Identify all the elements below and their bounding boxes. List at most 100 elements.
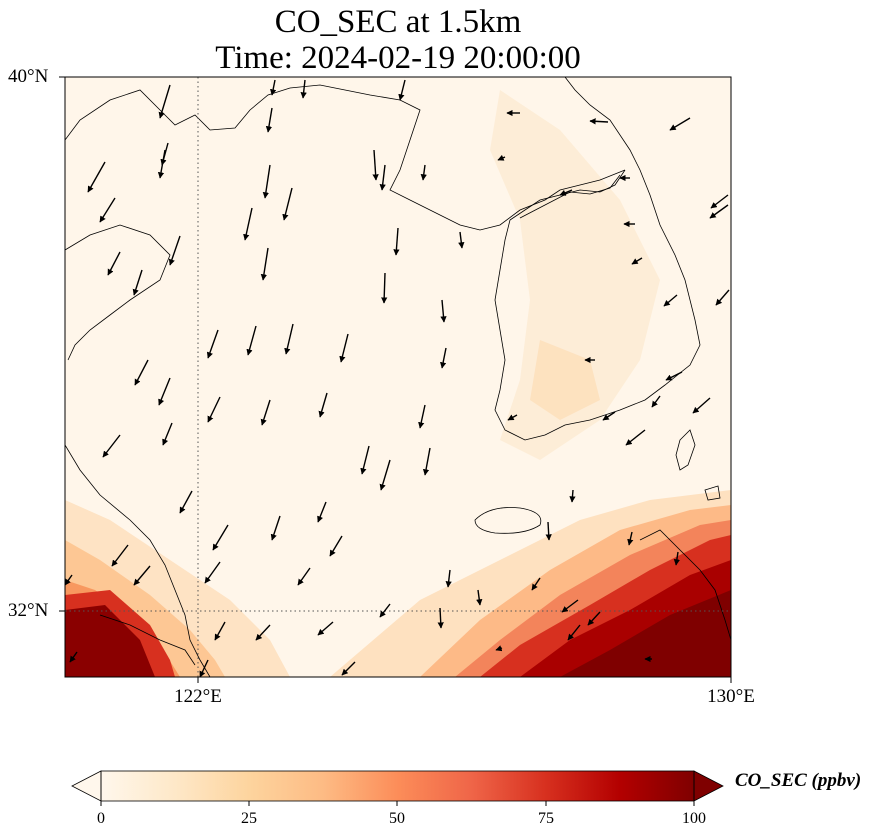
wind-arrow <box>381 272 388 304</box>
wind-arrow <box>132 269 143 296</box>
wind-arrow <box>440 347 447 369</box>
colorbar-tick-25: 25 <box>241 810 257 827</box>
wind-arrow <box>422 447 431 476</box>
wind-arrow <box>282 187 293 221</box>
wind-arrow <box>587 611 601 626</box>
wind-arrow <box>204 561 221 584</box>
wind-arrow <box>158 84 171 119</box>
wind-arrow <box>300 79 307 99</box>
colorbar-tick-0: 0 <box>97 810 105 827</box>
lon-label-122: 122°E <box>174 686 222 707</box>
wind-arrow <box>651 395 661 408</box>
wind-arrow <box>260 399 271 426</box>
wind-arrow <box>418 404 426 429</box>
wind-arrow <box>133 565 151 586</box>
colorbar-tick-50: 50 <box>389 810 405 827</box>
wind-arrow <box>398 79 406 101</box>
colorbar <box>71 770 724 806</box>
colorbar-tick-75: 75 <box>538 810 554 827</box>
wind-arrow <box>317 621 334 636</box>
wind-arrow <box>329 535 343 557</box>
wind-arrow <box>545 521 552 541</box>
wind-arrow <box>87 161 106 193</box>
wind-arrow <box>379 459 391 491</box>
wind-arrow <box>158 377 171 406</box>
map-subtitle-time: Time: 2024-02-19 20:00:00 <box>215 40 581 76</box>
wind-arrow <box>157 149 166 179</box>
wind-arrow <box>111 544 129 567</box>
wind-arrow <box>627 531 634 546</box>
wind-arrow <box>265 107 273 133</box>
wind-arrow <box>207 396 221 423</box>
wind-arrow <box>199 659 209 677</box>
wind-arrow <box>260 247 269 281</box>
wind-arrow <box>559 189 573 196</box>
wind-arrow <box>270 515 281 541</box>
wind-arrow <box>270 79 277 96</box>
wind-arrow <box>710 194 729 209</box>
lat-label-32: 32°N <box>8 600 49 621</box>
coastlines <box>65 77 731 677</box>
wind-arrow <box>673 551 680 566</box>
wind-arrow <box>102 434 121 458</box>
wind-arrow <box>437 607 444 629</box>
wind-arrow <box>602 411 616 421</box>
wind-arrow <box>318 392 328 418</box>
wind-arrow <box>495 645 503 652</box>
wind-arrow <box>206 329 219 359</box>
wind-arrow <box>531 577 541 591</box>
wind-arrow <box>379 603 391 618</box>
wind-arrow <box>589 118 609 125</box>
wind-arrow <box>243 207 253 241</box>
wind-arrow <box>107 251 121 276</box>
wind-arrow <box>567 624 581 641</box>
wind-arrow <box>692 397 711 414</box>
wind-arrow <box>497 154 506 161</box>
wind-arrow <box>134 359 149 386</box>
wind-arrow <box>393 227 400 256</box>
wind-arrow <box>360 445 370 475</box>
colorbar-label: CO_SEC (ppbv) <box>735 770 862 791</box>
wind-arrow <box>179 490 193 514</box>
wind-arrow <box>561 599 579 613</box>
wind-arrow <box>669 117 691 131</box>
wind-arrow <box>445 569 452 588</box>
wind-arrow <box>372 149 379 181</box>
wind-vectors <box>65 79 730 677</box>
wind-arrow <box>665 371 683 381</box>
map-panel <box>65 77 731 677</box>
wind-arrow <box>420 164 427 181</box>
wind-arrow <box>339 333 349 363</box>
lat-label-40: 40°N <box>8 66 49 87</box>
map-title: CO_SEC at 1.5km <box>274 4 522 40</box>
wind-arrow <box>168 235 181 266</box>
wind-arrow <box>255 624 271 641</box>
wind-arrow <box>65 574 73 586</box>
wind-arrow <box>297 567 311 586</box>
map-frame <box>64 76 732 678</box>
wind-arrow <box>317 501 327 523</box>
wind-arrow <box>569 489 576 503</box>
wind-arrow <box>663 294 678 307</box>
wind-arrow <box>69 651 78 663</box>
wind-arrow <box>709 204 729 219</box>
wind-arrow <box>99 197 116 223</box>
wind-arrow <box>715 289 730 306</box>
wind-arrow <box>162 422 173 446</box>
wind-arrow <box>507 414 518 421</box>
wind-arrow <box>379 164 386 191</box>
colorbar-extend-low <box>71 770 102 802</box>
co-sec-field <box>65 90 731 677</box>
wind-arrow <box>625 429 646 446</box>
wind-arrow <box>246 325 257 356</box>
wind-arrow <box>476 589 483 606</box>
wind-arrow <box>262 164 271 199</box>
wind-arrow <box>440 299 447 323</box>
wind-arrow <box>458 231 465 249</box>
colorbar-extend-high <box>693 770 724 802</box>
lon-label-130: 130°E <box>707 686 755 707</box>
colorbar-tick-100: 100 <box>682 810 706 827</box>
wind-arrow <box>341 661 356 676</box>
wind-arrow <box>212 524 229 551</box>
